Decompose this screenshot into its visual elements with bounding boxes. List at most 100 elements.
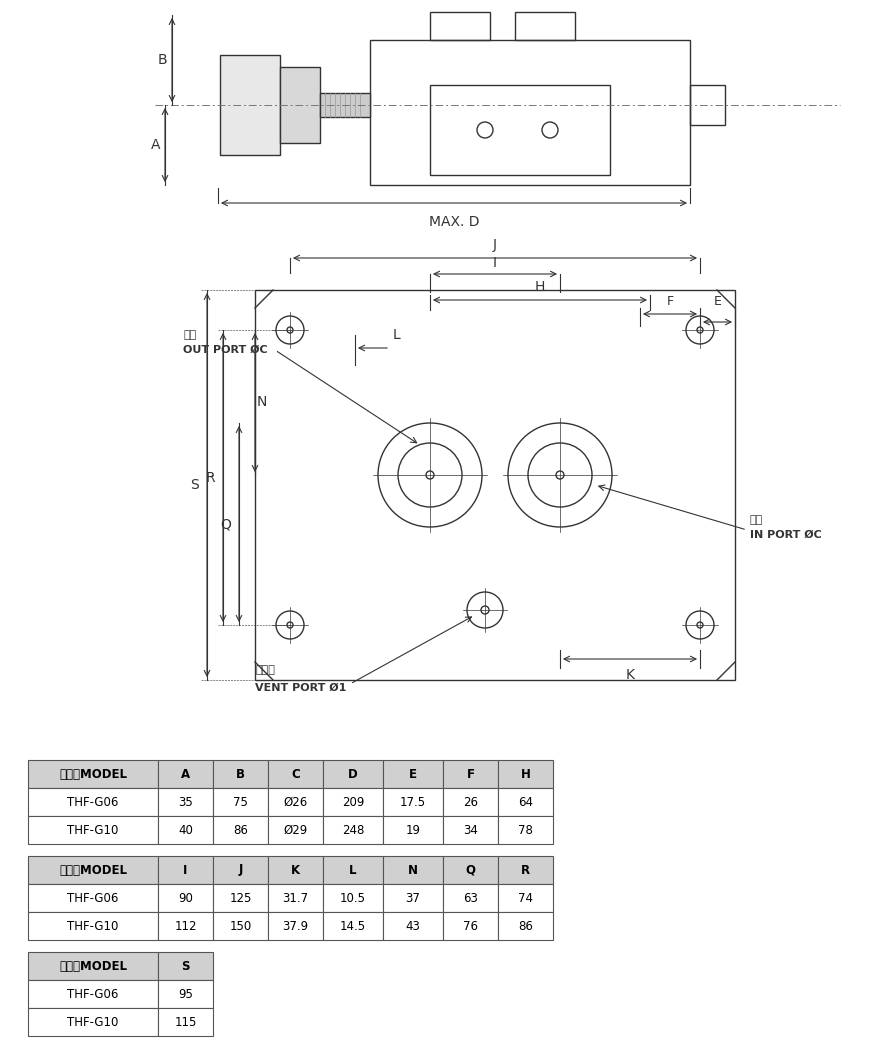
Bar (443, 760, 498, 788)
Text: F: F (667, 294, 674, 308)
Text: 78: 78 (518, 824, 533, 836)
Bar (158, 980, 213, 1008)
Bar (323, 885, 383, 912)
Text: C: C (291, 767, 300, 781)
Text: 63: 63 (463, 892, 478, 904)
Bar (383, 760, 443, 788)
Text: 90: 90 (178, 892, 193, 904)
Text: 43: 43 (406, 919, 420, 933)
Text: 出口: 出口 (183, 330, 196, 340)
Text: E: E (714, 294, 722, 308)
Text: I: I (183, 864, 187, 876)
Bar (383, 788, 443, 816)
Bar (443, 788, 498, 816)
Bar (28, 912, 158, 940)
Text: A: A (151, 138, 160, 152)
Text: 86: 86 (518, 919, 533, 933)
Text: R: R (205, 471, 215, 484)
Text: I: I (493, 256, 497, 270)
Bar (268, 760, 323, 788)
Bar (158, 788, 213, 816)
Bar (268, 912, 323, 940)
Bar (383, 885, 443, 912)
Text: 86: 86 (233, 824, 248, 836)
Text: 17.5: 17.5 (400, 795, 426, 808)
Text: N: N (408, 864, 418, 876)
Bar (498, 912, 553, 940)
Text: 74: 74 (518, 892, 533, 904)
Text: 76: 76 (463, 919, 478, 933)
Bar (213, 816, 268, 844)
Text: 209: 209 (342, 795, 364, 808)
Bar (268, 788, 323, 816)
Bar (158, 856, 213, 885)
Text: 125: 125 (230, 892, 251, 904)
Text: 19: 19 (406, 824, 420, 836)
Bar (28, 1008, 158, 1036)
Text: K: K (625, 668, 634, 682)
Bar (323, 788, 383, 816)
Text: L: L (350, 864, 357, 876)
Text: L: L (393, 328, 400, 342)
Bar (28, 788, 158, 816)
Text: MAX. D: MAX. D (428, 215, 479, 230)
Bar (28, 856, 158, 885)
Bar (28, 760, 158, 788)
Text: 10.5: 10.5 (340, 892, 366, 904)
Bar (158, 1008, 213, 1036)
Text: S: S (181, 960, 190, 973)
Bar (498, 788, 553, 816)
Bar (280, 67, 320, 143)
Bar (158, 952, 213, 980)
Bar (158, 885, 213, 912)
Text: N: N (257, 395, 267, 410)
Bar (28, 816, 158, 844)
Bar (690, 85, 725, 125)
Text: D: D (348, 767, 358, 781)
Text: J: J (238, 864, 243, 876)
Text: 150: 150 (230, 919, 251, 933)
Text: B: B (158, 53, 167, 67)
Bar (158, 760, 213, 788)
Text: 遥控孔: 遥控孔 (255, 665, 275, 675)
Text: R: R (521, 864, 530, 876)
Bar (443, 856, 498, 885)
Text: S: S (190, 478, 199, 492)
Text: H: H (520, 767, 531, 781)
Text: Q: Q (465, 864, 476, 876)
Text: Ø26: Ø26 (283, 795, 307, 808)
Bar (323, 760, 383, 788)
Text: F: F (467, 767, 475, 781)
Bar (213, 788, 268, 816)
Bar (498, 885, 553, 912)
Bar (443, 885, 498, 912)
Text: K: K (291, 864, 300, 876)
Bar (28, 952, 158, 980)
Text: 34: 34 (463, 824, 478, 836)
Bar (383, 856, 443, 885)
Text: THF-G10: THF-G10 (67, 1016, 118, 1028)
Text: 248: 248 (342, 824, 364, 836)
Text: Q: Q (220, 517, 231, 531)
Bar (255, 290, 735, 680)
Text: B: B (236, 767, 245, 781)
Text: THF-G10: THF-G10 (67, 919, 118, 933)
Bar (320, 93, 370, 117)
Text: VENT PORT Ø1: VENT PORT Ø1 (255, 683, 346, 693)
Text: 26: 26 (463, 795, 478, 808)
Bar (498, 856, 553, 885)
Bar (213, 885, 268, 912)
Bar (323, 912, 383, 940)
Text: 37.9: 37.9 (282, 919, 308, 933)
Text: 入口: 入口 (750, 515, 763, 525)
Text: 75: 75 (233, 795, 248, 808)
Text: 112: 112 (174, 919, 197, 933)
Bar (443, 816, 498, 844)
Bar (430, 12, 490, 40)
Text: A: A (181, 767, 190, 781)
Text: 40: 40 (178, 824, 193, 836)
Bar (220, 54, 280, 155)
Text: THF-G10: THF-G10 (67, 824, 118, 836)
Text: 型式　MODEL: 型式 MODEL (59, 960, 127, 973)
Text: 14.5: 14.5 (340, 919, 366, 933)
